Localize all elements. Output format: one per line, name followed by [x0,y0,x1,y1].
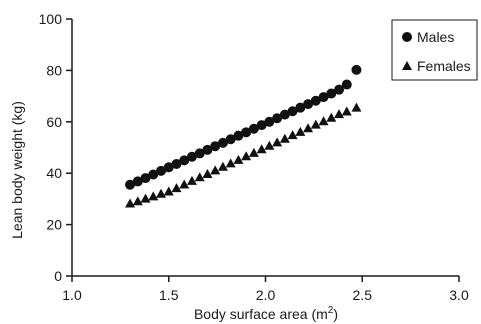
marker-males [179,155,190,166]
x-axis-title-close: ) [333,306,338,322]
marker-males [295,102,306,113]
marker-males [210,141,221,152]
marker-males [326,88,337,99]
marker-males [264,116,275,127]
marker-males [279,109,290,120]
marker-males [171,158,182,169]
marker-females [217,161,228,171]
marker-males [248,123,259,134]
x-tick-label: 3.0 [449,287,469,303]
marker-males [233,130,244,141]
marker-females [140,193,151,203]
y-tick-label: 80 [46,62,62,78]
marker-males [186,151,197,162]
marker-females [148,191,159,201]
marker-females [279,133,290,143]
marker-males [140,173,151,184]
legend-label-females: Females [417,58,471,74]
marker-males [341,79,352,90]
marker-males [125,179,136,190]
marker-females [210,165,221,175]
marker-females [351,102,362,112]
marker-females [318,116,329,126]
x-axis-title-sup: 2 [328,305,334,316]
x-axis-title: Body surface area (m2) [194,305,338,322]
marker-females [132,196,143,206]
marker-males [272,113,283,124]
x-axis-title-main: Body surface area (m [194,306,328,322]
legend-marker-females [402,61,412,70]
marker-females [202,168,213,178]
marker-females [341,106,352,116]
marker-females [194,172,205,182]
marker-females [303,123,314,133]
x-tick-label: 1.0 [62,287,82,303]
marker-females [256,144,267,154]
marker-males [256,120,267,131]
marker-males [202,144,213,155]
marker-females [179,179,190,189]
marker-males [287,106,298,117]
marker-females [186,175,197,185]
marker-females [264,140,275,150]
x-tick-label: 1.5 [159,287,179,303]
x-tick-label: 2.5 [353,287,373,303]
marker-males [241,127,252,138]
marker-males [334,84,345,95]
marker-males [225,134,236,145]
marker-females [334,109,345,119]
y-tick-label: 100 [39,11,63,27]
marker-females [248,147,259,157]
marker-males [194,148,205,159]
legend-marker-males [402,32,412,42]
y-tick-label: 40 [46,165,62,181]
marker-females [310,119,321,129]
marker-males [156,165,167,176]
marker-females [241,151,252,161]
legend: Males Females [391,19,478,81]
marker-females [156,188,167,198]
marker-males [217,137,228,148]
data-markers [125,64,362,208]
marker-females [171,183,182,193]
marker-females [225,158,236,168]
marker-females [163,186,174,196]
marker-females [326,112,337,122]
y-tick-label: 20 [46,217,62,233]
marker-females [287,130,298,140]
x-ticks: 1.0 1.5 2.0 2.5 3.0 [62,276,469,303]
x-tick-label: 2.0 [256,287,276,303]
marker-females [295,126,306,136]
marker-males [310,95,321,106]
marker-females [272,137,283,147]
marker-males [318,92,329,103]
y-tick-label: 60 [46,114,62,130]
y-tick-label: 0 [54,268,62,284]
marker-males [351,64,362,75]
legend-label-males: Males [417,29,454,45]
marker-males [132,176,143,187]
marker-males [148,169,159,180]
marker-females [233,154,244,164]
marker-males [163,162,174,173]
marker-males [303,99,314,110]
y-axis-title: Lean body weight (kg) [9,101,25,239]
marker-females [125,198,136,208]
y-ticks: 0 20 40 60 80 100 [39,11,72,284]
